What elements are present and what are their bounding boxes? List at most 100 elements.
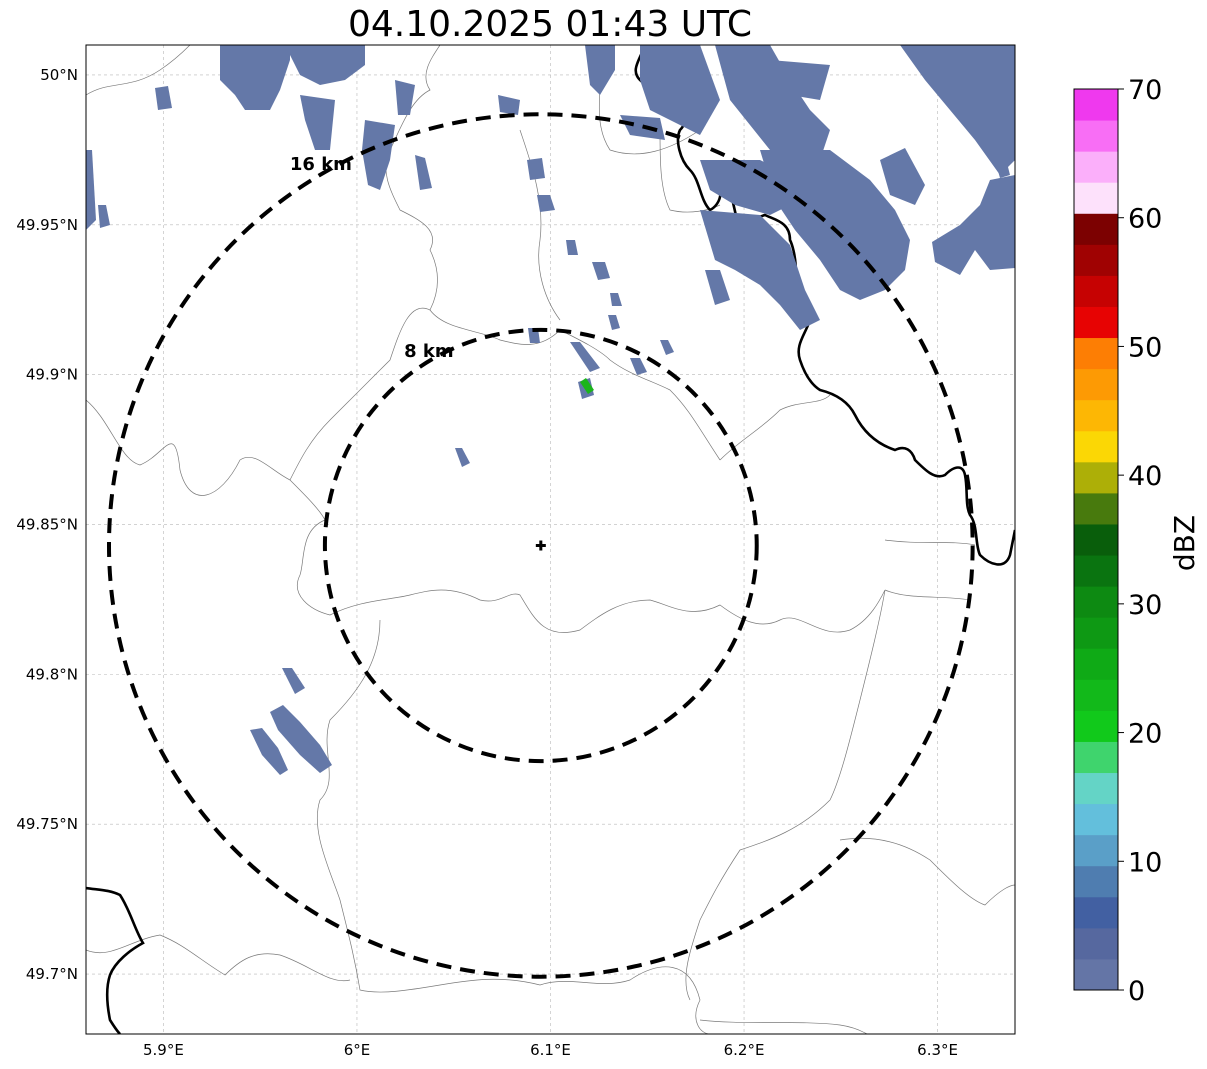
admin-boundary-line [289,307,431,481]
admin-boundary-line [719,394,831,461]
colorbar-swatch [1074,803,1118,836]
longitude-axis: 5.9°E 6°E 6.1°E 6.2°E 6.3°E [143,1041,958,1059]
longitude-tick-label: 5.9°E [143,1041,184,1059]
echo-cell-weak [760,150,910,300]
colorbar-frame [1073,88,1119,991]
colorbar-swatch [1074,741,1118,774]
echo-cell-weak [566,240,578,255]
echo-cell-weak [770,60,830,100]
colorbar-swatch [1074,586,1118,618]
colorbar: 0 10 20 30 40 50 60 70 dBZ [1073,75,1201,1007]
echo-cell-weak [640,45,720,135]
colorbar-swatch [1074,492,1118,525]
admin-boundary-line [884,589,971,601]
colorbar-swatch [1074,244,1118,276]
longitude-tick-label: 6.3°E [917,1041,958,1059]
colorbar-swatch [1074,958,1118,991]
admin-boundary-line [685,589,886,1001]
colorbar-swatch [1074,865,1118,898]
admin-boundary-line [539,966,711,1034]
latitude-tick-label: 50°N [40,66,78,84]
echo-cell-weak [270,705,332,773]
colorbar-swatch [1074,368,1118,401]
echo-cell-weak [285,45,365,85]
echo-cell-weak [630,358,647,375]
echo-cell-weak [395,80,415,115]
colorbar-swatch [1074,461,1118,494]
echo-cell-weak [608,315,620,330]
latitude-tick-label: 49.9°N [26,366,78,384]
echo-cell-weak [455,448,470,467]
echo-cell-weak [660,340,674,355]
echo-cell-weak [700,210,820,330]
colorbar-swatch [1074,275,1118,307]
echo-cell-weak [86,150,96,230]
latitude-tick-label: 49.7°N [26,965,78,983]
echo-cell-weak [250,728,288,775]
range-ring-8km [322,327,759,764]
admin-boundary-line [699,1019,869,1034]
admin-boundary-line [86,399,326,521]
admin-boundary-line [519,129,561,321]
colorbar-swatch [1074,927,1118,960]
colorbar-swatch [1074,710,1118,742]
latitude-tick-label: 49.75°N [16,815,78,833]
colorbar-swatch [1074,213,1118,245]
echo-cell-weak [880,148,925,205]
range-ring-label-8km: 8 km [404,341,454,362]
latitude-tick-label: 49.8°N [26,665,78,683]
echo-cell-strong [580,378,594,394]
graticule-lines [86,45,1015,1034]
colorbar-tick-label: 20 [1128,719,1162,750]
colorbar-swatch [1074,648,1118,680]
echo-cell-weak [705,270,730,305]
admin-boundary-line [839,837,1015,906]
colorbar-swatch [1074,337,1118,370]
admin-boundary-line [884,539,976,546]
colorbar-tick-label: 50 [1128,332,1162,363]
echo-cell-weak [570,342,600,372]
echo-cell-weak [610,293,622,306]
colorbar-swatch [1074,399,1118,432]
echo-cell-weak [498,95,520,115]
national-border-line [86,886,145,1034]
colorbar-swatch [1074,617,1118,649]
colorbar-ticks: 0 10 20 30 40 50 60 70 [1118,75,1162,1007]
map-title: 04.10.2025 01:43 UTC [347,4,753,45]
colorbar-tick-label: 60 [1128,204,1162,235]
latitude-tick-label: 49.95°N [16,216,78,234]
admin-boundary-line [86,934,351,982]
echo-cell-weak [98,205,110,228]
echo-cell-weak [527,158,545,180]
echo-cell-weak [220,45,290,110]
colorbar-swatch [1074,306,1118,339]
echo-cell-weak [282,668,305,694]
radar-site-marker [535,540,546,551]
colorbar-swatch [1074,151,1118,183]
colorbar-tick-label: 70 [1128,75,1162,106]
longitude-tick-label: 6.1°E [530,1041,571,1059]
echo-cell-weak [715,45,830,165]
echo-cell-weak [932,175,1015,275]
colorbar-swatch [1074,430,1118,463]
colorbar-swatch [1074,679,1118,711]
echo-cell-weak [900,45,1015,175]
echo-cell-weak [620,115,665,140]
colorbar-swatch [1074,834,1118,867]
echo-cell-weak [995,155,1010,178]
echo-cell-weak [592,262,610,280]
range-ring-16km [106,112,975,979]
longitude-tick-label: 6°E [344,1041,371,1059]
colorbar-swatches [1074,89,1118,991]
colorbar-swatch [1074,555,1118,587]
colorbar-swatch [1074,182,1118,214]
colorbar-swatch [1074,89,1118,121]
map-plot-area: 8 km 16 km [85,44,1016,1035]
latitude-axis: 50°N 49.95°N 49.9°N 49.85°N 49.8°N 49.75°N 49.… [16,66,78,983]
colorbar-swatch [1074,896,1118,929]
colorbar-tick-label: 40 [1128,461,1162,492]
echo-cell-weak [155,86,172,110]
admin-boundary-line [659,129,721,213]
colorbar-swatch [1074,772,1118,805]
